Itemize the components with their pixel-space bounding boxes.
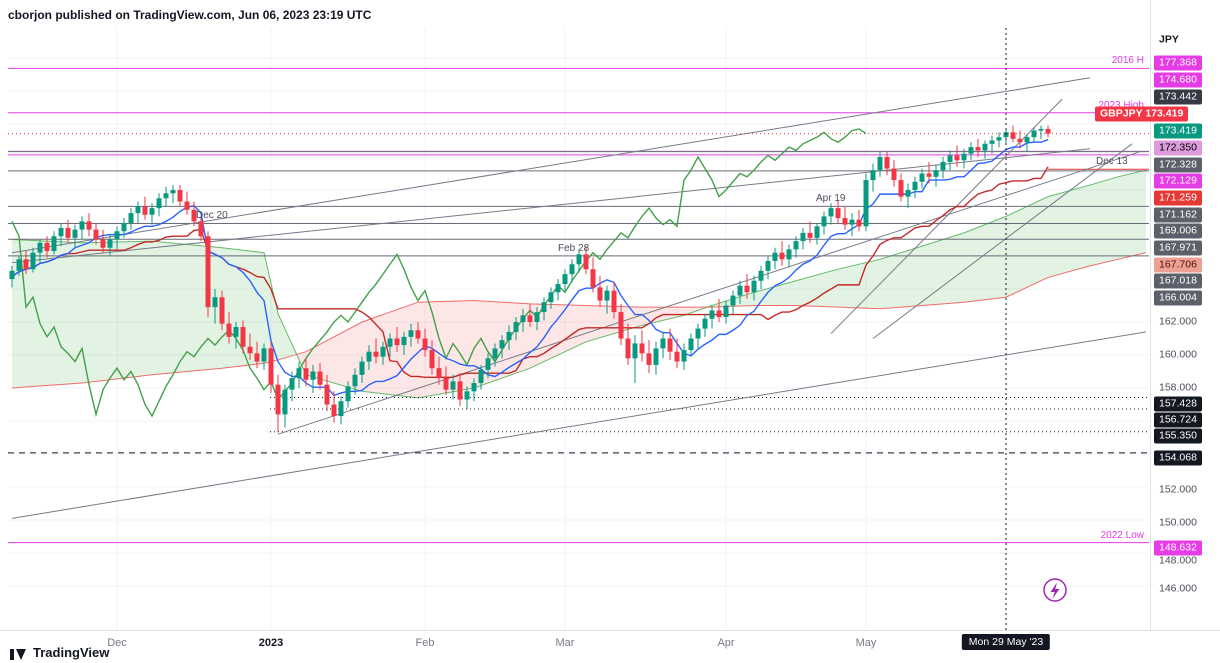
price-label: 173.419 bbox=[1154, 123, 1202, 139]
price-label: 146.000 bbox=[1159, 582, 1197, 595]
plot-area bbox=[8, 28, 1149, 630]
chikou-line bbox=[11, 128, 867, 418]
time-label: May bbox=[855, 637, 877, 649]
price-axis[interactable]: JPY 177.368 174.680 173.442 GBPJPY 173.419 17… bbox=[1095, 0, 1220, 630]
price-label: 172.129 bbox=[1154, 173, 1202, 189]
price-label: 148.000 bbox=[1159, 554, 1197, 567]
price-label: 172.328 bbox=[1154, 157, 1202, 173]
price-label: 155.350 bbox=[1154, 428, 1202, 444]
price-label: 173.442 bbox=[1154, 89, 1202, 105]
price-label: 167.706 bbox=[1154, 257, 1202, 273]
tradingview-logo-icon bbox=[10, 648, 26, 660]
boost-button[interactable] bbox=[1043, 578, 1067, 602]
svg-text:Dec 20: Dec 20 bbox=[196, 210, 228, 221]
svg-text:2022 Low: 2022 Low bbox=[1101, 530, 1145, 541]
price-label: 174.680 bbox=[1154, 72, 1202, 88]
symbol-price-label: GBPJPY 173.419 bbox=[1095, 106, 1189, 122]
ichimoku-cloud bbox=[11, 169, 1147, 399]
price-label: 152.000 bbox=[1159, 483, 1197, 496]
time-label: Mar bbox=[555, 637, 575, 649]
crosshair-date-label: Mon 29 May '23 bbox=[961, 634, 1051, 650]
publish-header: cborjon published on TradingView.com, Ju… bbox=[8, 8, 372, 22]
price-label: 167.971 bbox=[1154, 240, 1202, 256]
price-label: 171.259 bbox=[1154, 190, 1202, 206]
svg-text:Dec 13: Dec 13 bbox=[1096, 156, 1128, 167]
senkou-a-line bbox=[11, 169, 1147, 399]
price-label: 158.000 bbox=[1159, 381, 1197, 394]
annotations: Dec 20 Feb 28 Apr 19 Dec 13 2016 H 2023 High 2… bbox=[196, 55, 1145, 541]
time-label: 2023 bbox=[258, 637, 284, 649]
trendlines bbox=[11, 77, 1147, 519]
price-label: 177.368 bbox=[1154, 55, 1202, 71]
kijun-line bbox=[11, 166, 1049, 378]
price-label: 162.000 bbox=[1159, 315, 1197, 328]
time-label: Feb bbox=[415, 637, 435, 649]
price-label: 156.724 bbox=[1154, 412, 1202, 428]
senkou-b-line bbox=[11, 252, 1147, 389]
svg-text:2016 H: 2016 H bbox=[1112, 55, 1144, 66]
tradingview-logo-text: TradingView bbox=[33, 645, 110, 660]
svg-text:Feb 28: Feb 28 bbox=[558, 243, 590, 254]
price-label: 167.018 bbox=[1154, 273, 1202, 289]
time-label: Dec bbox=[107, 637, 127, 649]
price-label: 157.428 bbox=[1154, 396, 1202, 412]
svg-text:2023 High: 2023 High bbox=[1098, 100, 1144, 111]
price-label: 148.632 bbox=[1154, 540, 1202, 556]
svg-text:Apr 19: Apr 19 bbox=[816, 193, 846, 204]
candlesticks bbox=[9, 125, 1051, 433]
time-axis[interactable]: Dec 2023 Feb Mar Apr May Mon 29 May '23 bbox=[0, 630, 1220, 663]
price-label: JPY bbox=[1159, 33, 1179, 46]
time-label: Apr bbox=[717, 637, 735, 649]
price-label: 150.000 bbox=[1159, 516, 1197, 529]
price-label: 166.004 bbox=[1154, 290, 1202, 306]
price-label: 154.068 bbox=[1154, 450, 1202, 466]
lightning-icon bbox=[1050, 582, 1060, 599]
price-label: 169.006 bbox=[1154, 223, 1202, 239]
price-label: 172.350 bbox=[1154, 140, 1202, 156]
price-label: 160.000 bbox=[1159, 348, 1197, 361]
price-label: 171.162 bbox=[1154, 207, 1202, 223]
tradingview-logo[interactable]: TradingView bbox=[10, 645, 109, 660]
